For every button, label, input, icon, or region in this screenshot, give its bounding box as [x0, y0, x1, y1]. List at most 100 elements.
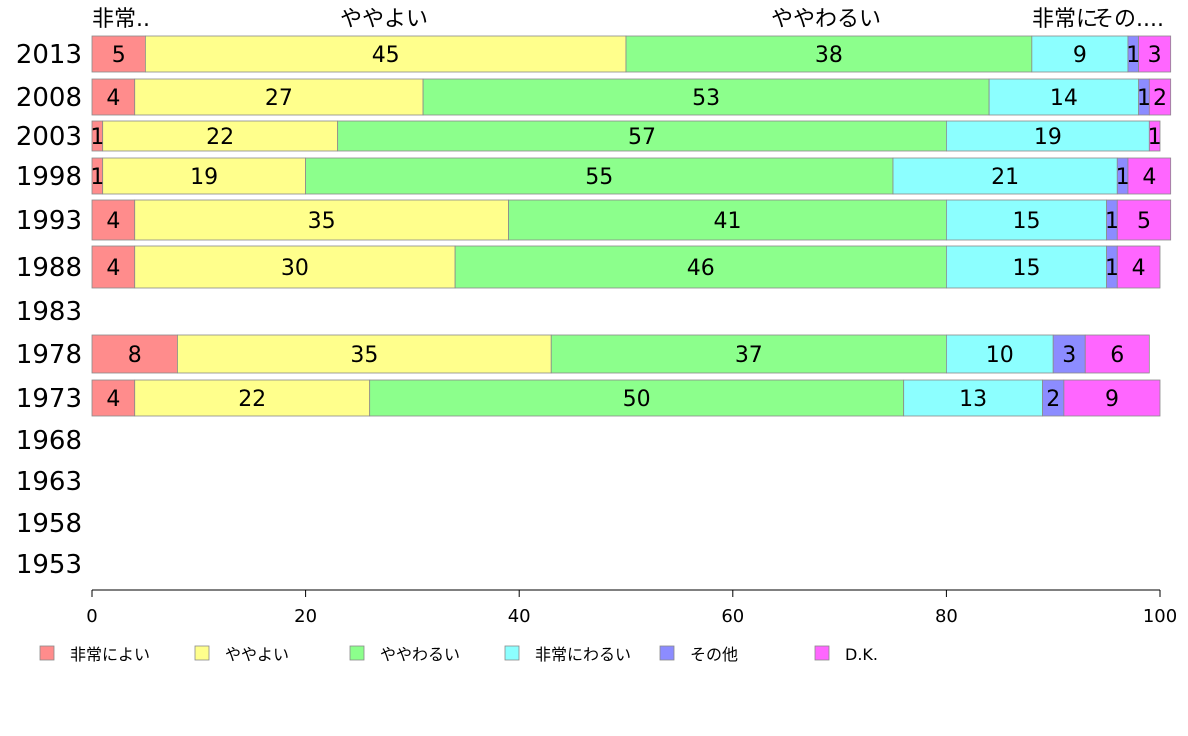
bar-segment [1052, 334, 1086, 374]
bar-value-label: 1 [90, 125, 104, 150]
x-tick-label: 100 [1143, 606, 1177, 627]
y-tick-label: 1963 [16, 467, 82, 497]
bar-value-label: 1 [1105, 209, 1119, 234]
legend-swatch [504, 645, 520, 661]
legend-swatch [349, 645, 365, 661]
bar-segment [1127, 157, 1172, 195]
bar-value-label: 5 [1137, 209, 1151, 234]
bar-value-label: 3 [1062, 343, 1076, 368]
bar-value-label: 4 [1142, 165, 1156, 190]
bar-segment [550, 334, 947, 374]
bar-value-label: 1 [1137, 86, 1151, 111]
bar-segment [1116, 199, 1172, 241]
bar-segment [1116, 245, 1161, 289]
bar-value-label: 5 [112, 43, 126, 68]
bar-value-label: 53 [692, 86, 720, 111]
bar-value-label: 41 [713, 209, 741, 234]
y-tick-label: 2003 [16, 122, 82, 152]
y-tick-label: 1998 [16, 162, 82, 192]
y-tick-label: 2008 [16, 83, 82, 113]
bar-segment [988, 78, 1140, 116]
bar-segment [946, 120, 1150, 152]
bar-value-label: 50 [623, 387, 651, 412]
bar-segment [369, 379, 905, 417]
bar-value-label: 35 [308, 209, 336, 234]
y-tick-label: 1988 [16, 253, 82, 283]
bar-value-label: 8 [128, 343, 142, 368]
bar-value-label: 45 [372, 43, 400, 68]
bar-value-label: 9 [1105, 387, 1119, 412]
x-tick-label: 20 [294, 606, 317, 627]
bar-segment [1031, 35, 1129, 73]
bar-value-label: 19 [1034, 125, 1062, 150]
bar-value-label: 14 [1050, 86, 1078, 111]
legend-label: ややよい [225, 645, 289, 664]
bar-value-label: 15 [1013, 209, 1041, 234]
top-label: ややよい [340, 7, 428, 32]
legend-swatch [194, 645, 210, 661]
bar-segment [134, 245, 456, 289]
legend-label: その他 [690, 645, 738, 664]
legend-swatch [814, 645, 830, 661]
y-tick-label: 1953 [16, 550, 82, 580]
top-label: 非常に [1032, 7, 1098, 32]
y-tick-label: 1978 [16, 340, 82, 370]
bar-value-label: 4 [106, 387, 120, 412]
top-label: ややわるい [771, 7, 881, 32]
y-tick-label: 1958 [16, 509, 82, 539]
bar-segment [305, 157, 894, 195]
bar-segment [454, 245, 947, 289]
bar-value-label: 10 [986, 343, 1014, 368]
chart-bars: 5 45 38 9 1 34 27 53 14 1 21 22 57 19 11 19 55 21 1 44 35 41 1… [90, 35, 1172, 417]
bar-segment [1063, 379, 1161, 417]
legend-swatch [659, 645, 675, 661]
bar-segment [102, 157, 306, 195]
bar-value-label: 21 [991, 165, 1019, 190]
bar-value-label: 9 [1073, 43, 1087, 68]
bar-value-label: 55 [585, 165, 613, 190]
legend-label: ややわるい [380, 645, 460, 664]
bar-value-label: 2 [1046, 387, 1060, 412]
bar-segment [91, 245, 136, 289]
y-tick-label: 1973 [16, 384, 82, 414]
bar-value-label: 19 [190, 165, 218, 190]
bar-segment [1148, 120, 1161, 152]
bar-value-label: 3 [1148, 43, 1162, 68]
legend-label: 非常にわるい [535, 645, 631, 664]
y-tick-label: 1993 [16, 206, 82, 236]
bar-value-label: 1 [1116, 165, 1130, 190]
bar-segment [1138, 35, 1172, 73]
bar-segment [134, 78, 424, 116]
y-tick-label: 2013 [16, 40, 82, 70]
bar-segment [946, 334, 1054, 374]
bar-segment [946, 245, 1108, 289]
bar-value-label: 37 [735, 343, 763, 368]
x-tick-label: 80 [935, 606, 958, 627]
legend-label: D.K. [845, 645, 878, 664]
bar-segment [91, 35, 146, 73]
bar-segment [337, 120, 947, 152]
bar-value-label: 4 [106, 86, 120, 111]
bar-value-label: 35 [350, 343, 378, 368]
bar-value-label: 4 [106, 256, 120, 281]
bar-segment [422, 78, 990, 116]
bar-segment [177, 334, 552, 374]
legend: 非常によい ややよい ややわるい 非常にわるい その他 D.K. [39, 645, 878, 664]
legend-swatch [39, 645, 55, 661]
x-tick-label: 0 [86, 606, 97, 627]
bar-segment [625, 35, 1033, 73]
bar-value-label: 1 [90, 165, 104, 190]
legend-label: 非常によい [70, 645, 150, 664]
bar-value-label: 6 [1110, 343, 1124, 368]
bar-segment [892, 157, 1118, 195]
bar-segment [1084, 334, 1150, 374]
bar-value-label: 1 [1105, 256, 1119, 281]
bar-value-label: 4 [106, 209, 120, 234]
bar-value-label: 22 [206, 125, 234, 150]
top-label: 非常.. [92, 7, 150, 32]
bar-value-label: 1 [1148, 125, 1162, 150]
bar-value-label: 4 [1132, 256, 1146, 281]
bar-value-label: 13 [959, 387, 987, 412]
y-tick-label: 1968 [16, 426, 82, 456]
